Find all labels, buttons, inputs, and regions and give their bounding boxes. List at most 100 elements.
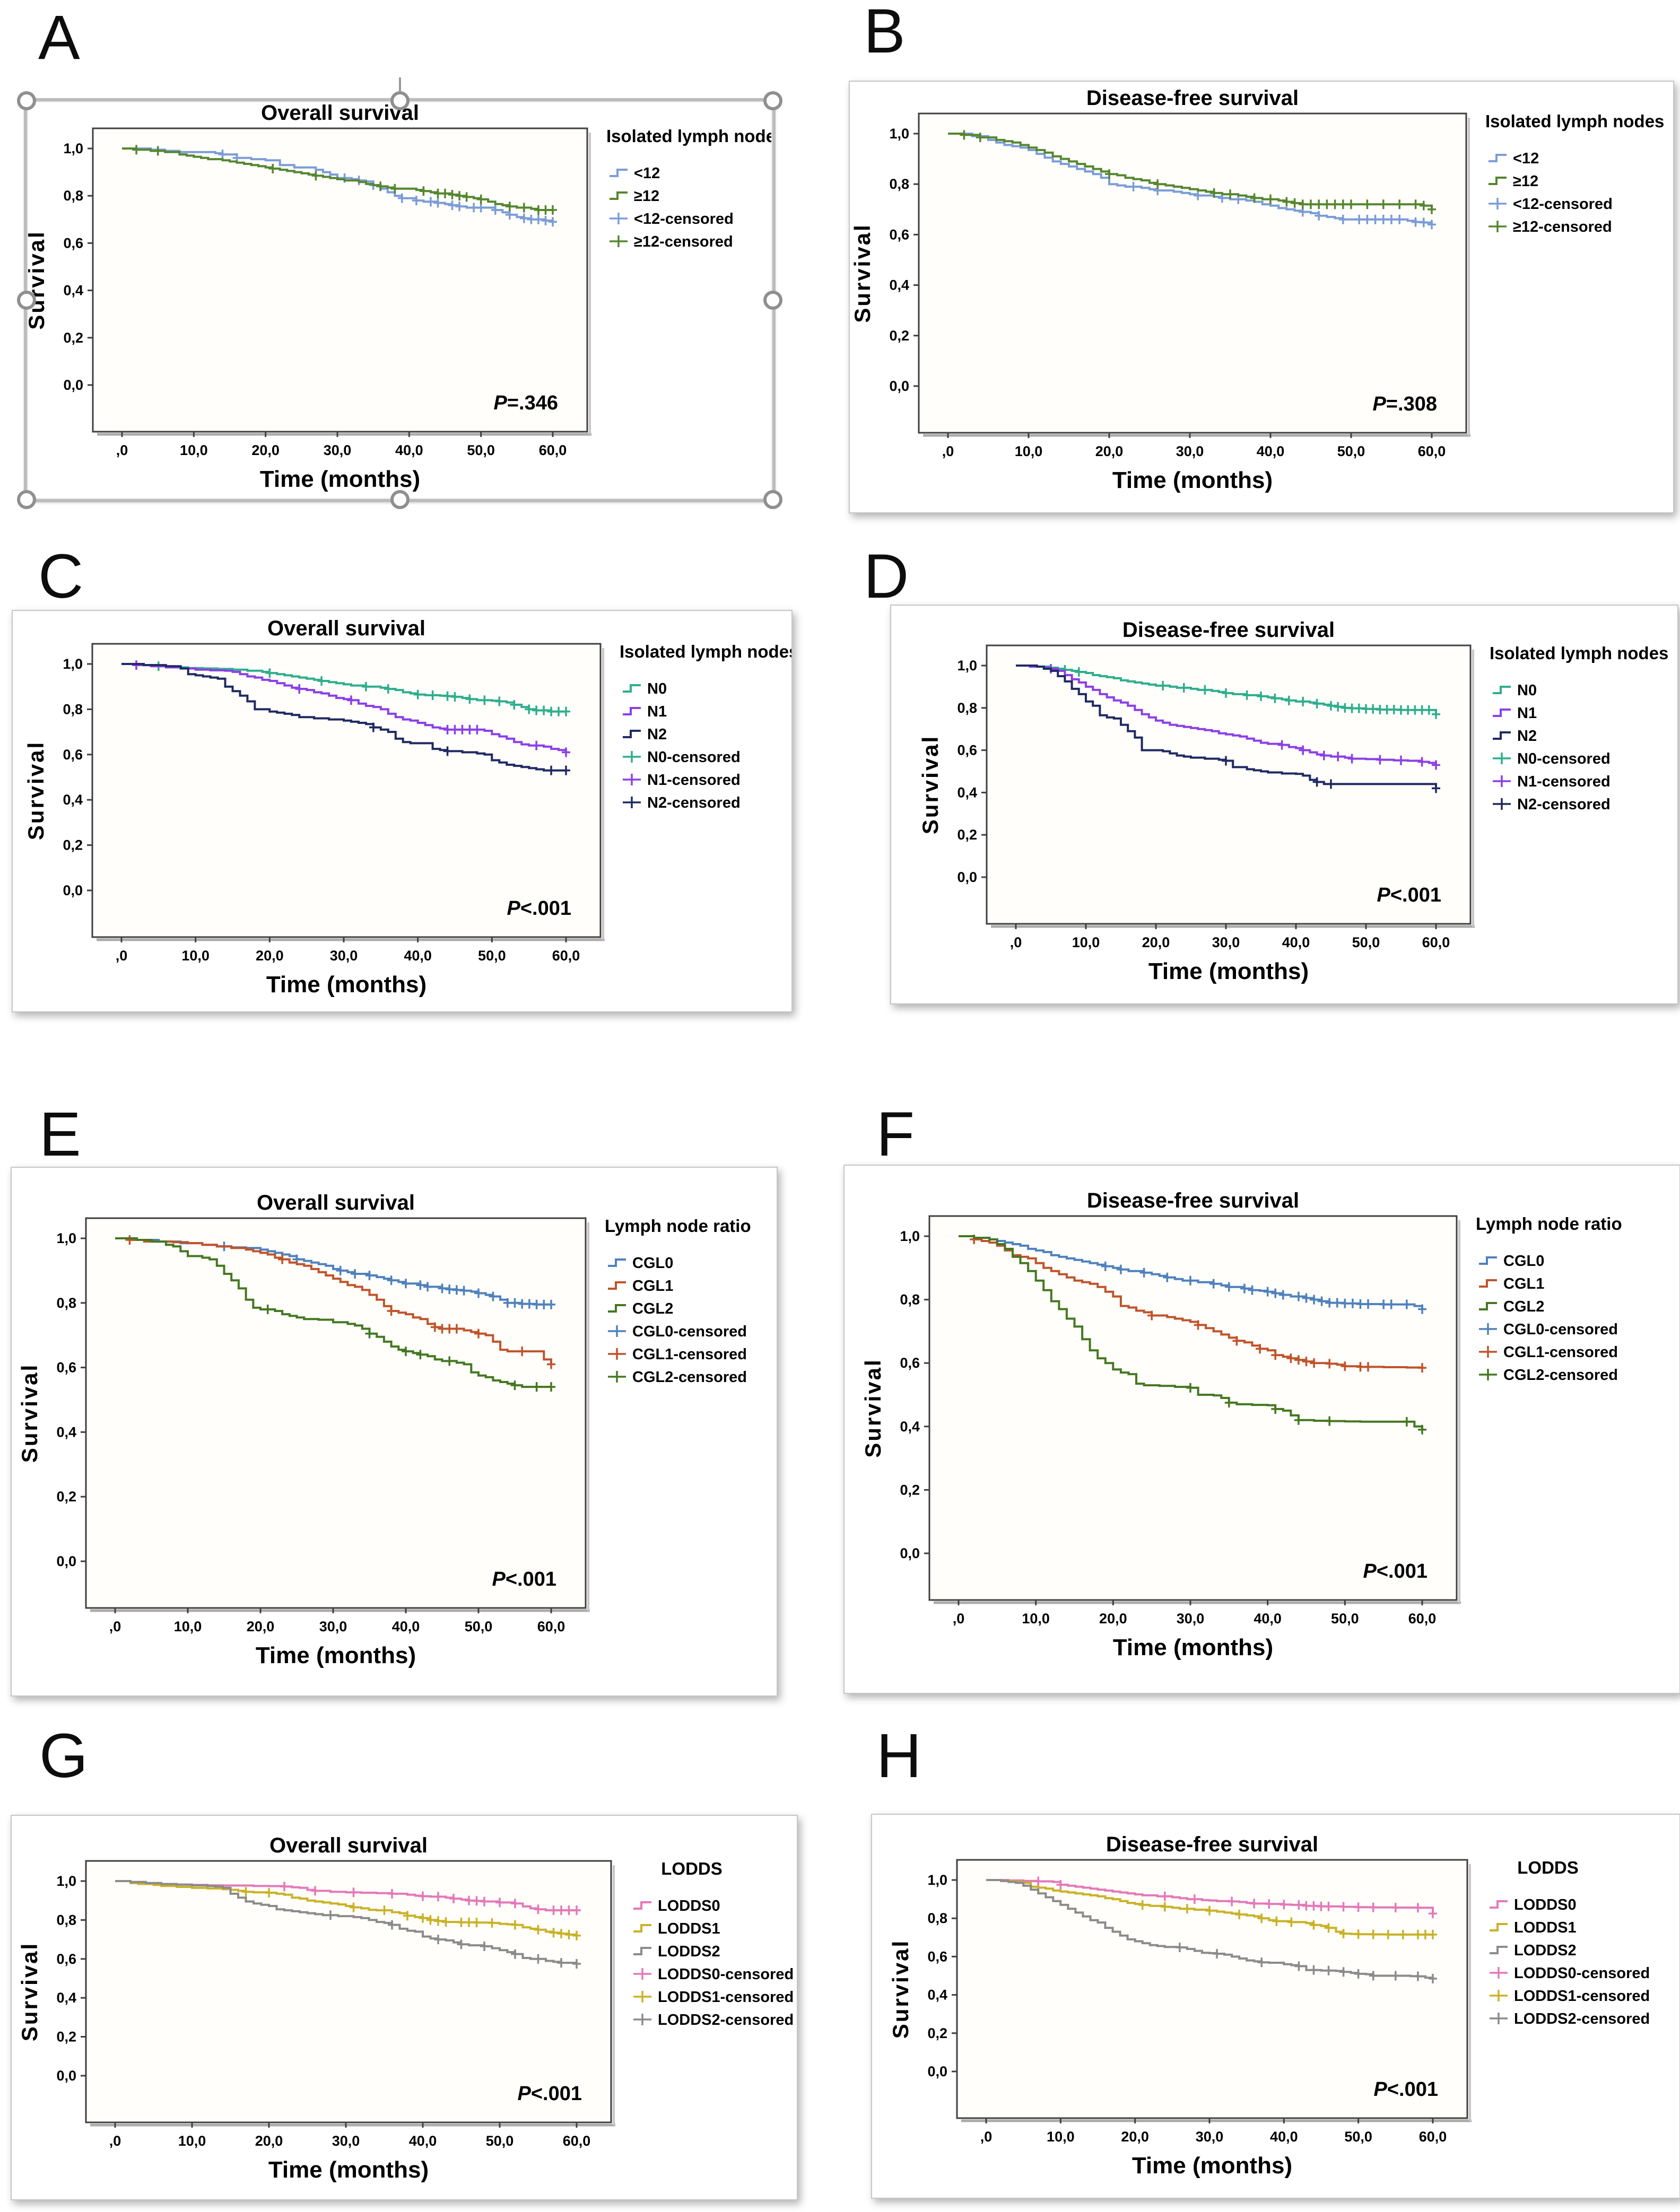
svg-text:60,0: 60,0 [1418, 443, 1446, 459]
svg-text:1,0: 1,0 [56, 1230, 76, 1246]
svg-text:0,8: 0,8 [889, 176, 909, 192]
svg-text:0,0: 0,0 [927, 2064, 947, 2079]
svg-text:0,0: 0,0 [889, 378, 909, 394]
svg-text:0,4: 0,4 [56, 1424, 76, 1440]
svg-text:60,0: 60,0 [563, 2133, 591, 2149]
svg-text:0,0: 0,0 [56, 2068, 76, 2084]
svg-text:≥12-censored: ≥12-censored [1513, 218, 1612, 235]
svg-text:LODDS: LODDS [1517, 1858, 1579, 1877]
svg-text:10,0: 10,0 [174, 1619, 202, 1634]
panel-letter-g: G [39, 1721, 88, 1791]
svg-text:≥12: ≥12 [634, 188, 659, 205]
svg-text:Survival: Survival [860, 1358, 885, 1457]
svg-text:,0: ,0 [942, 443, 954, 459]
svg-text:P<.001: P<.001 [1373, 2078, 1438, 2101]
selection-handle-mid-right[interactable] [763, 291, 782, 310]
svg-text:40,0: 40,0 [409, 2133, 437, 2149]
svg-text:CGL2: CGL2 [632, 1300, 673, 1317]
svg-text:0,6: 0,6 [56, 1360, 76, 1376]
svg-text:N1-censored: N1-censored [1517, 773, 1611, 790]
svg-text:Survival: Survival [888, 1939, 913, 2039]
svg-text:0,8: 0,8 [927, 1910, 947, 1926]
svg-text:Time (months): Time (months) [260, 466, 420, 492]
svg-text:Time (months): Time (months) [256, 1642, 416, 1668]
svg-text:Overall survival: Overall survival [269, 1834, 428, 1857]
svg-text:0,4: 0,4 [889, 277, 909, 293]
selection-handle-bottom-right[interactable] [763, 490, 782, 509]
km-chart-card-b: 0,0 0,2 0,4 0,6 0,8 1,0 ,0 10,0 20,0 30,0 40,0 50,0… [849, 81, 1674, 513]
svg-text:P<.001: P<.001 [492, 1568, 556, 1590]
svg-text:0,0: 0,0 [957, 869, 977, 885]
svg-text:≥12: ≥12 [1513, 173, 1538, 190]
panel-letter-a: A [38, 3, 80, 73]
svg-text:0,8: 0,8 [63, 701, 83, 717]
svg-text:40,0: 40,0 [404, 948, 432, 964]
svg-text:0,8: 0,8 [63, 188, 83, 204]
svg-text:LODDS0-censored: LODDS0-censored [1514, 1965, 1650, 1982]
svg-text:0,0: 0,0 [900, 1545, 920, 1561]
svg-text:Disease-free survival: Disease-free survival [1086, 86, 1299, 110]
km-chart-dfs-iln: 0,0 0,2 0,4 0,6 0,8 1,0 ,0 10,0 20,0 30,0 40,0 50,0… [850, 86, 1664, 493]
svg-text:0,2: 0,2 [889, 328, 909, 344]
panel-letter-e: E [39, 1099, 81, 1169]
svg-text:Time (months): Time (months) [266, 972, 426, 998]
panel-letter-f: F [876, 1099, 915, 1169]
svg-text:LODDS0-censored: LODDS0-censored [658, 1966, 794, 1983]
svg-text:0,2: 0,2 [63, 330, 83, 346]
svg-text:0,6: 0,6 [889, 226, 909, 242]
selection-handle-top-right[interactable] [763, 91, 782, 110]
svg-text:1,0: 1,0 [63, 141, 83, 156]
svg-text:60,0: 60,0 [537, 1619, 565, 1634]
svg-text:0,8: 0,8 [900, 1292, 920, 1308]
selection-handle-top-left[interactable] [17, 91, 36, 110]
svg-text:N2-censored: N2-censored [647, 794, 741, 811]
svg-text:N2: N2 [647, 726, 667, 743]
svg-text:<12-censored: <12-censored [634, 211, 734, 228]
km-chart-card-a[interactable]: 0,0 0,2 0,4 0,6 0,8 1,0 ,0 10,0 20,0 30,0 40,0 50,0… [17, 77, 782, 509]
svg-text:10,0: 10,0 [1072, 934, 1100, 950]
svg-text:10,0: 10,0 [180, 442, 208, 458]
selection-handle-bottom-left[interactable] [17, 490, 36, 509]
svg-text:N0: N0 [647, 680, 667, 697]
selection-handle-top-center[interactable] [390, 91, 410, 110]
panel-letter-c: C [38, 541, 84, 611]
svg-text:CGL2: CGL2 [1503, 1298, 1544, 1315]
svg-text:,0: ,0 [116, 442, 128, 458]
svg-text:Survival: Survival [27, 230, 49, 329]
svg-text:CGL0: CGL0 [1503, 1253, 1544, 1270]
svg-text:40,0: 40,0 [1257, 443, 1285, 459]
svg-text:30,0: 30,0 [1212, 934, 1240, 950]
selection-handle-mid-left[interactable] [17, 291, 36, 310]
svg-text:50,0: 50,0 [1337, 443, 1365, 459]
svg-text:CGL1: CGL1 [632, 1278, 673, 1295]
svg-text:10,0: 10,0 [1022, 1611, 1050, 1627]
km-chart-dfs-lnr: 0,0 0,2 0,4 0,6 0,8 1,0 ,0 10,0 20,0 30,0 40,0 50,0… [860, 1189, 1622, 1660]
svg-text:30,0: 30,0 [1176, 443, 1204, 459]
svg-text:50,0: 50,0 [486, 2133, 514, 2149]
svg-text:N0-censored: N0-censored [1517, 750, 1611, 767]
svg-text:1,0: 1,0 [889, 126, 909, 142]
svg-text:0,4: 0,4 [63, 792, 83, 808]
svg-text:10,0: 10,0 [178, 2133, 206, 2149]
svg-text:0,2: 0,2 [927, 2025, 947, 2041]
selection-handle-bottom-center[interactable] [390, 490, 410, 509]
km-chart-card-e: 0,0 0,2 0,4 0,6 0,8 1,0 ,0 10,0 20,0 30,0 40,0 50,0… [11, 1167, 778, 1697]
svg-text:CGL0-censored: CGL0-censored [632, 1323, 747, 1340]
svg-text:0,4: 0,4 [63, 283, 83, 299]
svg-text:0,6: 0,6 [63, 235, 83, 251]
svg-text:LODDS0: LODDS0 [1514, 1896, 1577, 1913]
km-chart-card-d: 0,0 0,2 0,4 0,6 0,8 1,0 ,0 10,0 20,0 30,0 40,0 50,0… [890, 605, 1678, 1004]
svg-text:,0: ,0 [1010, 934, 1022, 950]
svg-text:20,0: 20,0 [256, 948, 284, 964]
svg-text:10,0: 10,0 [1015, 443, 1043, 459]
svg-text:N2-censored: N2-censored [1517, 796, 1611, 813]
svg-text:CGL0: CGL0 [632, 1255, 673, 1272]
svg-text:40,0: 40,0 [392, 1619, 420, 1634]
svg-text:0,4: 0,4 [927, 1987, 947, 2003]
svg-text:P<.001: P<.001 [1377, 884, 1441, 906]
km-chart-os-n-stage: 0,0 0,2 0,4 0,6 0,8 1,0 ,0 10,0 20,0 30,0 40,0 50,0… [23, 617, 791, 998]
svg-text:CGL2-censored: CGL2-censored [632, 1369, 747, 1386]
svg-text:Lymph node ratio: Lymph node ratio [605, 1216, 751, 1236]
svg-text:20,0: 20,0 [1095, 443, 1124, 459]
svg-text:50,0: 50,0 [1352, 934, 1380, 950]
